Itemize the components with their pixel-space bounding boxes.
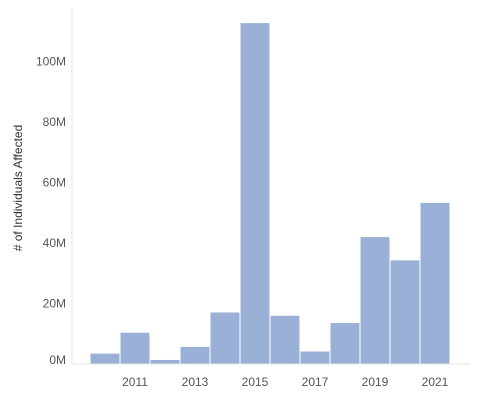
x-tick-label: 2013 — [182, 375, 209, 389]
bar-2021 — [419, 201, 451, 365]
y-tick-label: 60M — [43, 175, 66, 189]
bar-2015 — [239, 22, 271, 365]
bar-2019 — [359, 236, 391, 365]
bar-2017 — [299, 350, 331, 365]
y-tick-label: 40M — [43, 236, 66, 250]
bar-2018 — [329, 322, 361, 365]
y-axis: 0M 20M 40M 60M 80M 100M — [36, 54, 66, 367]
y-axis-title: # of Individuals Affected — [11, 125, 25, 252]
x-axis: 2011 2013 2015 2017 2019 2021 — [122, 375, 449, 389]
x-tick-label: 2017 — [302, 375, 329, 389]
y-tick-label: 100M — [36, 54, 66, 68]
bar-2011 — [119, 331, 151, 365]
bar-2013 — [179, 345, 211, 365]
bar-2016 — [269, 314, 301, 365]
bar-2012 — [149, 358, 181, 365]
x-tick-label: 2021 — [422, 375, 449, 389]
y-tick-label: 20M — [43, 296, 66, 310]
bar-2020 — [389, 259, 421, 365]
bars-group — [89, 22, 451, 365]
y-tick-label: 80M — [43, 115, 66, 129]
x-tick-label: 2019 — [362, 375, 389, 389]
bar-2014 — [209, 311, 241, 365]
x-tick-label: 2015 — [242, 375, 269, 389]
y-tick-label: 0M — [49, 353, 66, 367]
x-tick-label: 2011 — [122, 375, 148, 389]
bar-2010 — [89, 352, 121, 365]
